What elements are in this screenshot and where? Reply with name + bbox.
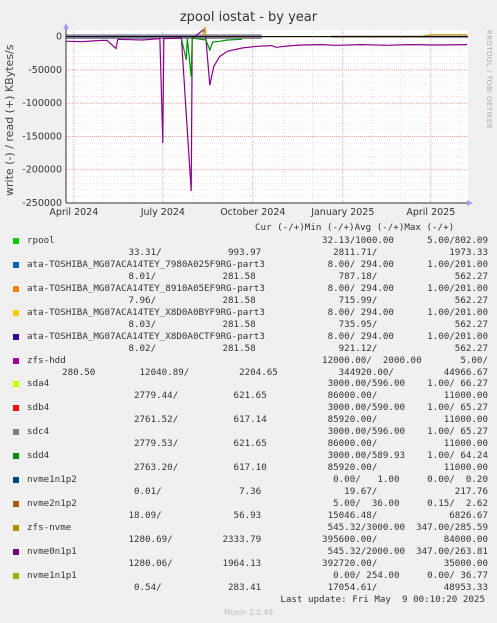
legend-values-line1: 12000.00/ 2000.00 5.00/ [322,354,488,366]
legend-series-name: ata-TOSHIBA_MG07ACA14TEY_7980A025F9RG-pa… [27,258,265,270]
legend-series-name: rpool [27,235,55,246]
legend-values-line2: 2779.44/ 621.65 86000.00/ 11000.00 [133,390,488,402]
chart-title: zpool iostat - by year [179,10,318,25]
legend-series-name: nvme2n1p2 [27,497,77,509]
series-line-zfs-hdd [65,27,468,192]
legend-values-line2: 2761.52/ 617.14 85920.00/ 11000.00 [133,414,488,426]
legend-series-name: zfs-nvme [27,521,72,533]
legend-swatch [13,261,19,268]
rrdtool-watermark: RRDTOOL / TOBI OETIKER [485,30,493,129]
legend-item: ata-TOSHIBA_MG07ACA14TEY_X8D0A0CTF9RG-pa… [13,331,488,360]
legend-values-line1: 3000.00/596.00 1.00/ 65.27 [327,426,488,438]
legend-swatch [13,285,19,292]
y-tick-label: -250000 [22,198,62,209]
legend-swatch [13,572,19,579]
legend-swatch [13,405,19,412]
legend-item: sda4 3000.00/596.00 1.00/ 66.27 2779.44/ 6… [13,378,488,407]
legend-item: nvme2n1p2 5.00/ 36.00 0.15/ 2.62 18.09/ 56… [13,498,488,527]
legend-values-line2: 8.02/ 281.58 921.12/ 562.27 [122,342,488,354]
legend-swatch [13,309,19,316]
legend-values-line2: 2763.20/ 617.10 85920.00/ 11000.00 [133,462,488,474]
legend-swatch [13,333,19,340]
x-tick-label: January 2025 [310,207,374,218]
legend-series-name: ata-TOSHIBA_MG07ACA14TEY_X8D0A0BYF9RG-pa… [27,306,265,318]
legend-swatch [13,238,19,244]
legend-values-line1: 32.13/1000.00 5.00/802.09 [322,235,488,246]
legend-swatch [13,548,19,555]
legend-series-name: sdb4 [27,402,50,414]
legend-item: sdd4 3000.00/589.93 1.00/ 64.24 2763.20/ 6… [13,450,488,479]
legend-swatch [13,381,19,388]
legend-item: zfs-nvme 545.32/3000.00 347.00/285.59 1280… [13,522,488,551]
y-tick-label: -200000 [22,165,62,176]
legend-values-line1: 8.00/ 294.00 1.00/201.00 [327,258,488,270]
legend-values-line1: 8.00/ 294.00 1.00/201.00 [327,330,488,342]
legend-values-line2: 8.03/ 281.58 735.95/ 562.27 [122,318,488,330]
legend-values-line1: 545.32/2000.00 347.00/263.81 [327,545,488,557]
legend-header: Cur (-/+)Min (-/+)Avg (-/+)Max (-/+) [255,222,455,233]
tick-labels: 0-50000-100000-150000-200000-250000April… [22,32,455,218]
legend-values-line1: 3000.00/596.00 1.00/ 66.27 [327,378,488,390]
legend-series-name: nvme1n1p2 [27,474,77,485]
legend-values-line1: 0.00/ 254.00 0.00/ 36.77 [333,569,488,581]
y-axis-arrow [63,23,69,29]
legend-values-line2: 0.54/ 283.41 17054.61/ 48953.33 [128,581,488,593]
legend-series-name: ata-TOSHIBA_MG07ACA14TEY_8910A05EF9RG-pa… [27,282,265,294]
x-tick-label: October 2024 [220,207,285,218]
legend-values-line2: 18.09/ 56.93 15046.48/ 6826.67 [128,509,488,521]
y-tick-label: -100000 [22,98,62,109]
plot-area: 0-50000-100000-150000-200000-250000April… [22,23,473,218]
munin-version: Munin 2.0.49 [223,608,274,617]
legend-series-name: zfs-hdd [27,354,66,366]
legend-item: nvme1n1p1 0.00/ 254.00 0.00/ 36.77 0.54/ … [13,570,488,599]
legend-series-name: sdc4 [27,426,50,438]
legend-swatch [13,357,19,364]
y-tick-label: 0 [56,32,62,43]
legend-values-line1: 3000.00/589.93 1.00/ 64.24 [327,450,488,462]
legend-item: sdc4 3000.00/596.00 1.00/ 65.27 2779.53/ 6… [13,426,488,455]
legend-series-name: sdd4 [27,450,50,462]
legend-values-line2: 8.01/ 281.58 787.18/ 562.27 [122,270,488,282]
legend-values-line2: 280.50 12040.89/ 2204.65 344920.00/ 4496… [62,366,488,378]
legend-values-line2: 33.31/ 993.97 2811.71/ 1973.33 [122,247,488,258]
legend-values-line2: 2779.53/ 621.65 86000.00/ 11000.00 [133,438,488,450]
legend-series-name: nvme0n1p1 [27,545,77,557]
y-tick-label: -50000 [28,65,62,76]
legend-item: ata-TOSHIBA_MG07ACA14TEY_8910A05EF9RG-pa… [13,283,488,312]
legend-series-name: ata-TOSHIBA_MG07ACA14TEY_X8D0A0CTF9RG-pa… [27,330,265,342]
legend-values-line2: 1280.69/ 2333.79 395600.00/ 84000.00 [128,533,488,545]
legend-item: zfs-hdd 12000.00/ 2000.00 5.00/280.50 120… [13,355,488,384]
legend-swatch [13,453,19,460]
legend-values-line1: 8.00/ 294.00 1.00/201.00 [327,306,488,318]
legend-values-line2: 7.96/ 281.58 715.99/ 562.27 [122,294,488,306]
legend-values-line1: 0.00/ 1.00 0.00/ 0.20 [333,474,488,485]
legend-values-line1: 5.00/ 36.00 0.15/ 2.62 [333,497,488,509]
legend-swatch [13,500,19,507]
legend-values-line2: 0.01/ 7.36 19.67/ 217.76 [128,486,488,497]
legend-swatch [13,524,19,531]
y-tick-label: -150000 [22,131,62,142]
legend-swatch [13,429,19,436]
legend-item: rpool 32.13/1000.00 5.00/802.09 33.31/ 99… [13,235,488,264]
legend-item: ata-TOSHIBA_MG07ACA14TEY_7980A025F9RG-pa… [13,259,488,288]
legend-values-line1: 8.00/ 294.00 1.00/201.00 [327,282,488,294]
legend-values-line1: 545.32/3000.00 347.00/285.59 [327,521,488,533]
last-update: Last update: Fri May 9 00:10:20 2025 [280,594,485,605]
legend-series-name: sda4 [27,378,50,390]
x-tick-label: April 2025 [406,207,455,218]
series-line-sdd4 [180,37,243,77]
legend-item: ata-TOSHIBA_MG07ACA14TEY_X8D0A0BYF9RG-pa… [13,307,488,336]
x-axis-arrow [467,200,473,206]
x-tick-label: July 2024 [140,207,185,218]
legend-values-line1: 3000.00/590.00 1.00/ 65.27 [327,402,488,414]
legend-series-name: nvme1n1p1 [27,569,77,581]
legend-item: sdb4 3000.00/590.00 1.00/ 65.27 2761.52/ 6… [13,402,488,431]
x-tick-label: April 2024 [49,207,98,218]
legend-values-line2: 1280.06/ 1964.13 392720.00/ 35000.00 [128,557,488,569]
legend-item: nvme1n1p2 0.00/ 1.00 0.00/ 0.20 0.01/ 7.3… [13,474,488,503]
legend-item: nvme0n1p1 545.32/2000.00 347.00/263.81 128… [13,546,488,575]
legend-swatch [13,477,19,483]
